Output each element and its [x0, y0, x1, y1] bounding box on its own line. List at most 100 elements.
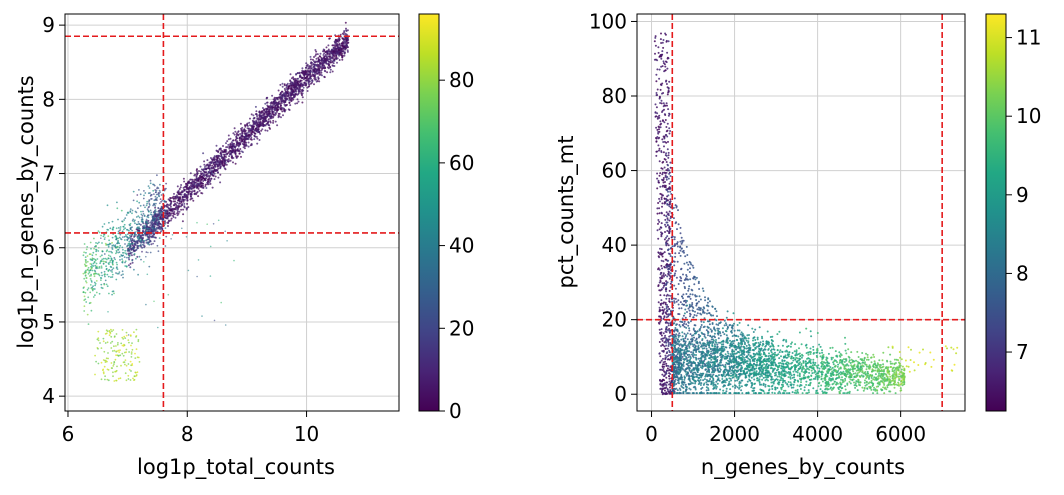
data-point [91, 265, 93, 267]
data-point [131, 219, 134, 222]
data-point [731, 324, 734, 327]
data-point [655, 106, 658, 109]
data-point [185, 182, 187, 185]
data-point [282, 99, 285, 102]
data-point [270, 108, 273, 111]
data-point [121, 329, 124, 331]
data-point [313, 83, 315, 86]
data-point [84, 275, 87, 277]
data-point [313, 72, 316, 74]
data-point [150, 193, 153, 196]
data-point [128, 250, 131, 253]
data-point [655, 126, 658, 129]
data-point [343, 39, 345, 41]
data-point [157, 326, 159, 329]
data-point [662, 286, 665, 289]
data-point [747, 357, 750, 360]
data-point [663, 382, 666, 385]
data-point [307, 79, 310, 82]
data-point [700, 320, 703, 323]
data-point [656, 177, 659, 180]
left-y-axis-label: log1p_n_genes_by_counts [14, 75, 39, 348]
data-point [170, 238, 172, 240]
data-point [135, 216, 138, 218]
data-point [127, 339, 130, 341]
data-point [91, 266, 93, 269]
data-point [164, 200, 167, 203]
data-point [658, 228, 661, 231]
data-point [280, 99, 283, 102]
data-point [137, 221, 140, 223]
data-point [197, 179, 200, 182]
data-point [703, 317, 706, 320]
data-point [196, 186, 199, 189]
data-point [195, 183, 198, 186]
data-point [157, 218, 160, 221]
data-point [106, 228, 109, 231]
data-point [105, 268, 108, 271]
data-point [149, 221, 152, 224]
data-point [100, 267, 103, 269]
data-point [135, 223, 138, 226]
data-point [167, 293, 170, 296]
data-point [661, 161, 664, 164]
data-point [745, 344, 748, 347]
data-point [301, 69, 304, 72]
data-point [227, 143, 230, 146]
data-point [238, 152, 241, 155]
data-point [690, 263, 693, 266]
data-point [682, 273, 684, 276]
data-point [684, 301, 687, 304]
data-point [119, 255, 121, 258]
data-point [139, 204, 142, 207]
data-point [662, 367, 665, 370]
data-point [667, 40, 670, 43]
data-point [198, 170, 200, 172]
data-point [329, 61, 332, 64]
data-point [239, 148, 242, 150]
data-point [124, 372, 127, 375]
data-point [260, 129, 263, 132]
data-point [117, 342, 119, 344]
data-point [666, 388, 669, 390]
data-point [319, 62, 322, 65]
data-point [665, 161, 668, 163]
data-point [134, 231, 137, 234]
data-point [159, 216, 162, 218]
data-point [339, 45, 342, 48]
data-point [211, 164, 214, 167]
data-point [131, 248, 134, 250]
data-point [238, 137, 241, 140]
data-point [161, 199, 164, 202]
data-point [227, 160, 230, 163]
data-point [300, 93, 303, 96]
data-point [90, 279, 93, 282]
data-point [270, 117, 273, 120]
data-point [91, 288, 94, 291]
data-point [683, 303, 686, 306]
data-point [693, 343, 696, 346]
data-point [663, 282, 666, 285]
data-point [155, 213, 158, 216]
data-point [210, 170, 213, 173]
data-point [661, 391, 664, 394]
data-point [95, 360, 97, 363]
data-point [116, 350, 118, 353]
data-point [675, 276, 678, 279]
data-point [664, 60, 667, 63]
data-point [153, 222, 156, 225]
data-point [663, 379, 666, 382]
data-point [97, 339, 100, 342]
data-point [149, 209, 152, 212]
data-point [250, 143, 253, 146]
data-point [94, 294, 96, 297]
data-point [140, 218, 143, 221]
data-point [115, 333, 118, 335]
data-point [660, 57, 663, 60]
data-point [762, 340, 765, 343]
data-point [119, 226, 122, 228]
data-point [163, 211, 166, 214]
data-point [234, 162, 237, 165]
data-point [297, 100, 300, 103]
